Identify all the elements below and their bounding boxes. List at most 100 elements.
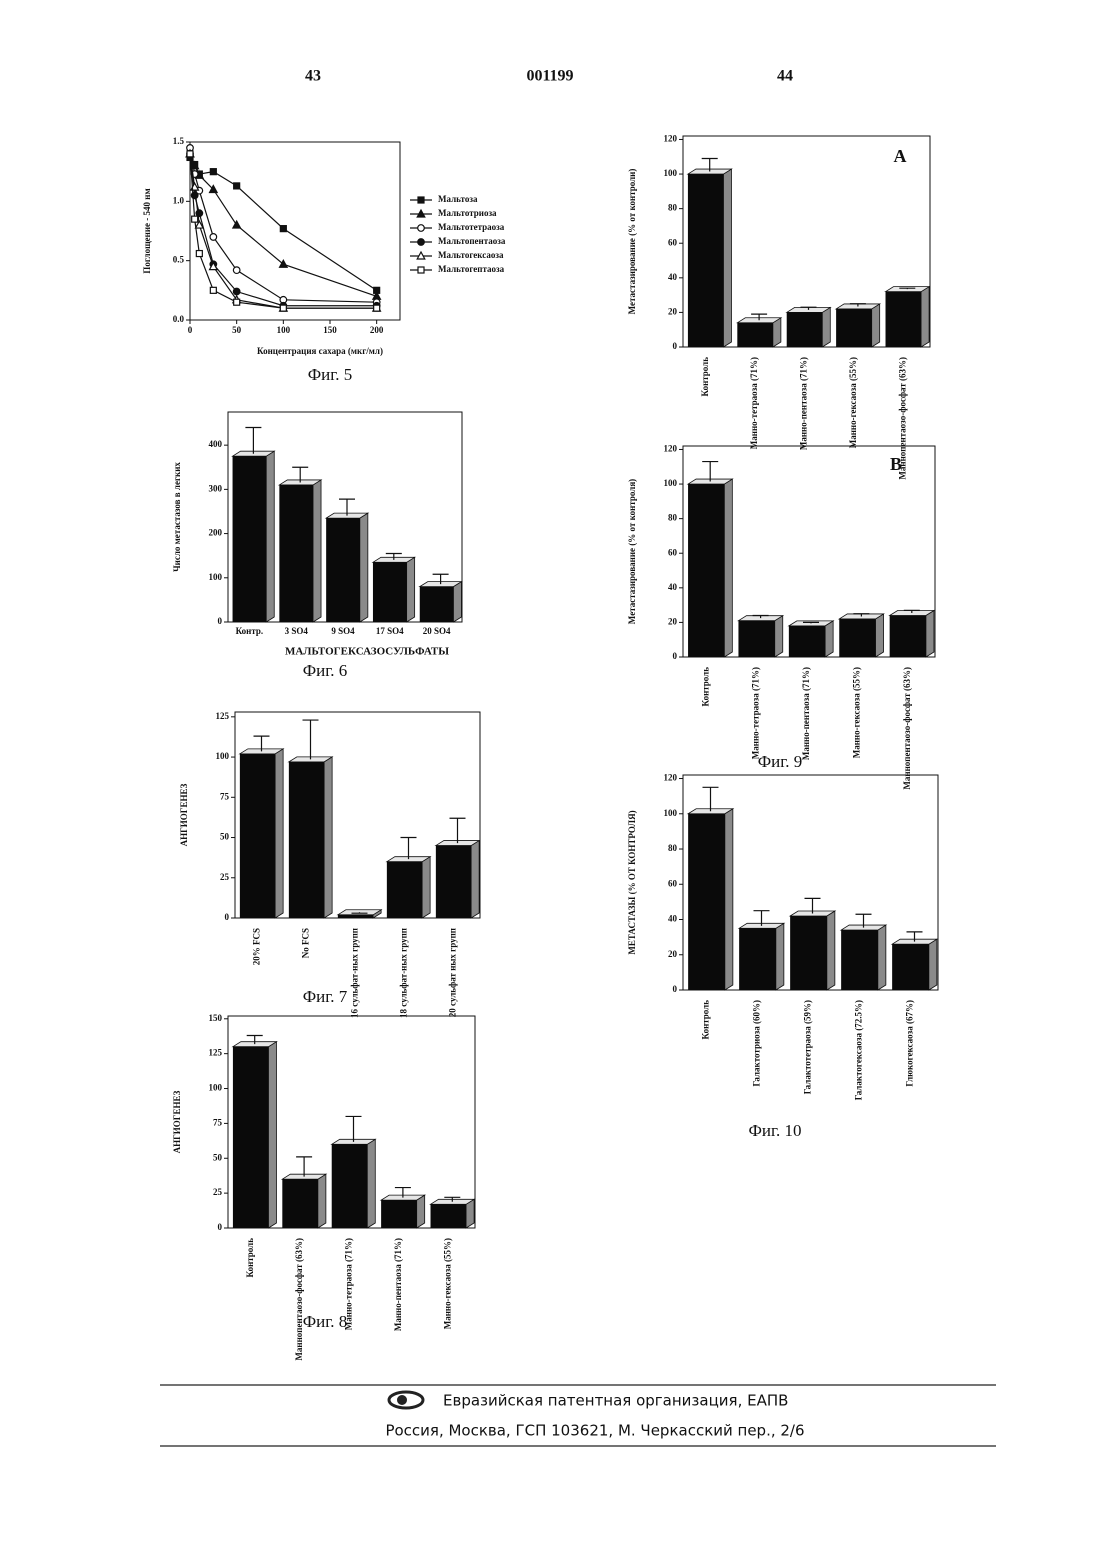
y-tick-label: 0 (673, 341, 678, 351)
bar (688, 484, 724, 657)
y-tick-label: 150 (209, 1013, 223, 1023)
y-tick-label: 400 (209, 439, 223, 449)
y-tick-label: 0.0 (173, 314, 185, 324)
marker (210, 234, 217, 241)
y-tick-label: 60 (668, 547, 678, 557)
bar-side (313, 480, 321, 622)
bar-side (775, 616, 783, 657)
bar-side (776, 923, 784, 990)
x-axis-label: МАЛЬТОГЕКСАЗОСУЛЬФАТЫ (285, 646, 449, 658)
page: 43 001199 44 Евразийская патентная орган… (0, 0, 1100, 1556)
document: 43 001199 44 Евразийская патентная орган… (0, 0, 1100, 1556)
bar-side (417, 1195, 425, 1228)
bar (841, 930, 878, 990)
x-tick-label: Манно-пентаоза (71%) (393, 1238, 403, 1331)
y-tick-label: 40 (668, 272, 678, 282)
error-bar (702, 462, 718, 482)
chart: 0.00.51.01.5Поглощение - 540 нмФиг. 5050… (142, 136, 506, 384)
chart: 0255075100125АНГИОГЕНЕЗФиг. 720% FCSNo F… (179, 711, 480, 1018)
y-tick-label: 25 (213, 1187, 223, 1197)
y-tick-label: 1.5 (173, 136, 185, 146)
x-tick-label: Контроль (701, 1000, 711, 1040)
x-tick-label: Манно-гексаоза (55%) (848, 357, 858, 448)
bar (338, 915, 373, 918)
error-bar (296, 1157, 312, 1177)
y-tick-label: 60 (668, 237, 678, 247)
page-number-right: 44 (777, 68, 793, 85)
x-tick-label: Контроль (245, 1238, 255, 1278)
y-axis-label: Число метастазов в легких (172, 462, 182, 572)
marker (192, 216, 198, 222)
y-tick-label: 100 (664, 808, 678, 818)
y-tick-label: 80 (668, 513, 678, 523)
y-axis-label: Поглощение - 540 нм (142, 188, 152, 273)
marker (233, 221, 241, 228)
x-tick-label: Манно-тетраоза (71%) (751, 667, 761, 759)
y-tick-label: 125 (216, 711, 230, 721)
y-tick-label: 125 (209, 1048, 223, 1058)
bar (738, 621, 774, 657)
bar-side (723, 169, 731, 347)
y-tick-label: 1.0 (173, 195, 185, 205)
bar-side (876, 614, 884, 657)
legend-label: Мальтопентаоза (438, 236, 506, 246)
marker (233, 288, 240, 295)
y-tick-label: 20 (668, 949, 678, 959)
x-tick-label: Галактотетраоза (59%) (803, 1000, 813, 1094)
error-bar (303, 720, 319, 759)
bar (289, 762, 324, 918)
y-axis-label: АНГИОГЕНЕЗ (172, 1090, 182, 1153)
y-tick-label: 100 (209, 572, 223, 582)
y-tick-label: 20 (668, 616, 678, 626)
marker (210, 169, 216, 175)
marker (374, 305, 380, 311)
chart: 020406080100120Метастазирование (% от ко… (627, 444, 935, 790)
bar-side (266, 451, 274, 622)
legend-label: Мальтоза (438, 194, 478, 204)
x-tick-label: Маннопентаозо-фосфат (63%) (294, 1238, 304, 1361)
figure-caption: Фиг. 8 (303, 1312, 348, 1331)
bar-side (878, 925, 886, 990)
marker (418, 225, 425, 232)
marker (196, 251, 202, 257)
y-tick-label: 100 (209, 1083, 223, 1093)
bar-side (367, 1139, 375, 1228)
chart: 0100200300400Число метастазов в легкихФи… (172, 412, 462, 680)
marker (234, 299, 240, 305)
bar (233, 456, 267, 622)
y-axis-label: Метастазирование (% от контроля) (627, 479, 637, 624)
marker (210, 287, 216, 293)
y-tick-label: 120 (664, 773, 678, 783)
bar-side (471, 841, 479, 918)
legend-label: Мальтотетраоза (438, 222, 505, 232)
x-tick-label: 20% FCS (252, 928, 262, 965)
figure-caption: Фиг. 7 (303, 987, 348, 1006)
error-bar (401, 838, 417, 860)
y-tick-label: 60 (668, 878, 678, 888)
figure-caption: Фиг. 9 (758, 752, 803, 771)
marker (280, 305, 286, 311)
x-tick-label: Контроль (700, 667, 710, 707)
y-tick-label: 100 (664, 168, 678, 178)
x-tick-label: Глюкогексаоза (67%) (905, 1000, 915, 1087)
y-tick-label: 40 (668, 914, 678, 924)
x-tick-label: No FCS (301, 928, 311, 958)
bar (890, 615, 926, 657)
figure-caption: Фиг. 6 (303, 661, 348, 680)
patent-number: 001199 (526, 68, 573, 85)
bar (836, 309, 872, 347)
bar-side (921, 287, 929, 347)
bar-side (725, 809, 733, 990)
figure-caption: Фиг. 10 (748, 1121, 801, 1140)
x-axis-label: Концентрация сахара (мкг/мл) (257, 346, 383, 356)
bar (790, 916, 827, 990)
marker (187, 151, 193, 157)
x-tick-label: Манно-пентаоза (71%) (799, 357, 809, 450)
bar (892, 944, 929, 990)
y-axis-label: АНГИОГЕНЕЗ (179, 783, 189, 846)
error-bar (450, 818, 466, 843)
bar-side (268, 1042, 276, 1228)
y-tick-label: 40 (668, 582, 678, 592)
x-tick-label: Манно-гексаоза (55%) (851, 667, 861, 758)
bar (789, 626, 825, 657)
